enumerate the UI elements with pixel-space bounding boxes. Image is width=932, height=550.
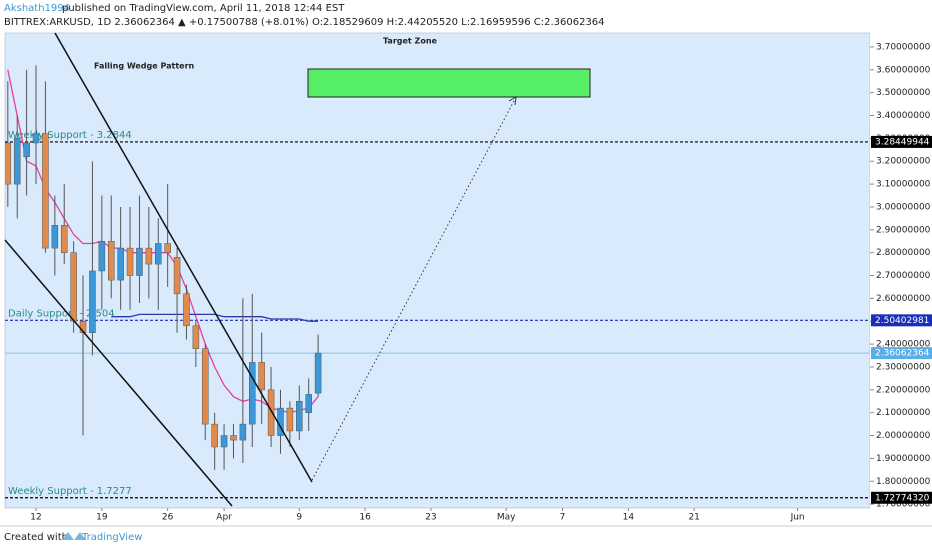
y-tick-label: 3.70000000 bbox=[876, 42, 931, 52]
y-tick-label: 1.70000000 bbox=[876, 500, 931, 510]
candle-body bbox=[126, 247, 134, 276]
last-price-tag bbox=[871, 347, 932, 360]
candle-body bbox=[107, 240, 115, 281]
y-tick-label: 2.90000000 bbox=[876, 225, 931, 235]
candle-body bbox=[220, 435, 228, 448]
price-tag-label: 1.72774320 bbox=[875, 493, 930, 503]
candle-body bbox=[258, 362, 265, 391]
x-tick-label: May bbox=[497, 513, 516, 523]
target-label: Target Zone bbox=[383, 37, 438, 46]
candle-body bbox=[249, 362, 256, 425]
y-tick-label: 2.00000000 bbox=[876, 431, 931, 441]
candle-body bbox=[305, 394, 312, 413]
x-tick-label: 9 bbox=[296, 513, 302, 523]
candle-body bbox=[183, 293, 190, 327]
target-zone bbox=[307, 68, 591, 98]
y-tick-label: 3.50000000 bbox=[876, 88, 931, 98]
y-tick-label: 2.40000000 bbox=[876, 340, 931, 350]
candle-body bbox=[239, 423, 247, 441]
y-tick-label: 3.20000000 bbox=[876, 157, 931, 167]
footer-brand[interactable]: TradingView bbox=[81, 532, 142, 543]
candle-body bbox=[23, 142, 30, 157]
candle-body bbox=[5, 142, 12, 185]
wedge-lower bbox=[4, 239, 233, 507]
candle-body bbox=[98, 240, 106, 272]
y-tick-label: 3.00000000 bbox=[876, 202, 931, 212]
y-tick-label: 3.40000000 bbox=[876, 111, 931, 121]
plot-bg bbox=[4, 32, 871, 509]
x-tick-label: 14 bbox=[623, 513, 635, 523]
candle-body bbox=[230, 435, 237, 441]
x-tick-label: 21 bbox=[688, 513, 699, 523]
symbol-line: BITTREX:ARKUSD, 1D 2.36062364 ▲ +0.17500… bbox=[4, 17, 605, 28]
candle-body bbox=[192, 325, 200, 349]
x-tick-label: Apr bbox=[216, 513, 232, 523]
price-tag bbox=[871, 135, 932, 148]
y-tick-label: 1.80000000 bbox=[876, 477, 931, 487]
x-tick-label: 12 bbox=[30, 513, 41, 523]
x-tick-label: 23 bbox=[425, 513, 436, 523]
candle-body bbox=[286, 407, 294, 432]
price-tag bbox=[871, 491, 932, 504]
published: published on TradingView.com, April 11, … bbox=[62, 3, 345, 14]
candle-body bbox=[42, 133, 49, 249]
candle-body bbox=[267, 389, 275, 436]
candle-body bbox=[117, 247, 124, 281]
last-price-label: 2.36062364 bbox=[875, 349, 930, 359]
y-tick-label: 2.60000000 bbox=[876, 294, 931, 304]
candle-body bbox=[296, 401, 303, 432]
footer-created: Created with bbox=[4, 532, 68, 543]
candle-body bbox=[136, 247, 143, 276]
candle-body bbox=[89, 270, 96, 333]
candle-body bbox=[164, 243, 171, 253]
y-tick-label: 3.60000000 bbox=[876, 65, 931, 75]
y-tick-label: 2.30000000 bbox=[876, 362, 931, 372]
author[interactable]: Akshath1994 bbox=[4, 3, 70, 14]
candle-body bbox=[211, 423, 218, 448]
candle-body bbox=[51, 224, 59, 249]
y-tick-label: 2.80000000 bbox=[876, 248, 931, 258]
price-tag bbox=[871, 314, 932, 327]
price-axis bbox=[870, 33, 932, 508]
arrow-head bbox=[508, 96, 517, 106]
y-tick-label: 2.10000000 bbox=[876, 408, 931, 418]
candle-body bbox=[145, 247, 153, 265]
wedge-upper bbox=[54, 32, 313, 483]
candle-body bbox=[155, 243, 162, 265]
x-tick-label: 7 bbox=[560, 513, 566, 523]
candle-body bbox=[70, 252, 77, 322]
candle-body bbox=[314, 352, 322, 394]
candle-body bbox=[202, 348, 209, 425]
y-tick-label: 2.70000000 bbox=[876, 271, 931, 281]
support-label: Daily Support - 2.504 bbox=[8, 308, 115, 319]
price-tag-label: 3.28449944 bbox=[875, 137, 930, 147]
y-tick-label: 1.90000000 bbox=[876, 454, 931, 464]
y-tick-label: 2.20000000 bbox=[876, 385, 931, 395]
plot: Weekly Support - 3.2844 Daily Support - 2… bbox=[5, 65, 870, 499]
y-tick-label: 3.10000000 bbox=[876, 180, 931, 190]
support-label: Weekly Support - 1.7277 bbox=[8, 486, 132, 497]
candle-body bbox=[32, 133, 40, 144]
x-tick-label: 19 bbox=[96, 513, 108, 523]
x-tick-label: 16 bbox=[359, 513, 371, 523]
moving-average bbox=[7, 69, 319, 414]
wedge-label: Falling Wedge Pattern bbox=[94, 62, 195, 71]
moving-average bbox=[111, 313, 319, 322]
x-tick-label: 26 bbox=[162, 513, 174, 523]
x-tick-label: Jun bbox=[790, 513, 805, 523]
candle-body bbox=[13, 138, 21, 185]
support-label: Weekly Support - 3.2844 bbox=[8, 130, 132, 141]
price-tag-label: 2.50402981 bbox=[875, 316, 929, 326]
candle-body bbox=[173, 256, 181, 295]
candle-body bbox=[60, 224, 68, 253]
logo bbox=[62, 532, 86, 540]
